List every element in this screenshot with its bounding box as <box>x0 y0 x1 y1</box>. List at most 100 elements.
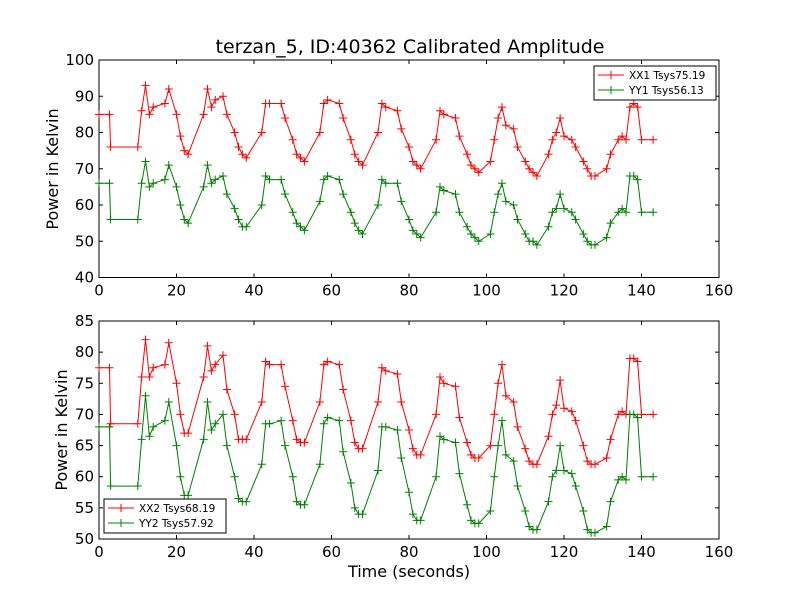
data-point-yy1 <box>521 230 530 238</box>
data-point-yy2 <box>416 516 425 525</box>
data-point-yy1 <box>486 230 495 238</box>
data-point-yy2 <box>649 472 658 481</box>
data-point-yy2 <box>498 416 506 425</box>
data-point-xx1 <box>339 114 348 122</box>
data-point-yy1 <box>350 219 359 228</box>
data-point-yy2 <box>606 497 615 506</box>
data-point-yy2 <box>323 413 332 422</box>
data-point-xx2 <box>474 454 483 463</box>
data-point-yy2 <box>571 482 580 491</box>
data-point-yy1 <box>412 230 421 238</box>
x-tick-label: 100 <box>472 282 501 300</box>
data-point-yy2 <box>602 522 611 531</box>
data-point-yy2 <box>509 457 518 466</box>
data-point-yy2 <box>105 422 114 431</box>
data-point-xx2 <box>160 360 169 369</box>
data-point-yy1 <box>149 179 158 188</box>
y-tick-label: 80 <box>75 124 94 142</box>
data-point-xx2 <box>548 410 557 419</box>
data-point-xx2 <box>374 397 382 406</box>
data-point-xx2 <box>463 438 472 447</box>
data-point-xx2 <box>591 460 599 469</box>
y-axis-label-bottom: Power in Kelvin <box>52 369 71 490</box>
data-point-yy1 <box>509 201 518 209</box>
data-point-yy2 <box>137 435 146 444</box>
x-tick-label: 40 <box>244 282 263 300</box>
axes-top: 0 20 40 60 80 100 120 140 160 40 50 60 70 80 90 100 Pow… <box>43 51 733 300</box>
data-point-xx2 <box>257 397 266 406</box>
data-point-xx2 <box>105 363 114 372</box>
data-point-xx1 <box>106 143 115 151</box>
data-point-xx2 <box>509 397 518 406</box>
data-point-xx2 <box>381 366 390 375</box>
data-point-xx2 <box>288 416 297 425</box>
data-point-yy2 <box>141 391 150 400</box>
data-point-xx1 <box>203 85 212 93</box>
data-point-xx1 <box>602 164 611 173</box>
data-point-xx2 <box>405 426 413 434</box>
data-point-xx2 <box>335 360 344 369</box>
data-point-yy2 <box>455 469 464 478</box>
x-tick-label: 120 <box>550 543 579 561</box>
data-point-xx2 <box>211 360 220 369</box>
data-point-xx2 <box>544 432 553 441</box>
data-point-xx1 <box>560 132 568 141</box>
y-tick-label: 100 <box>65 51 94 69</box>
data-point-xx1 <box>606 150 615 159</box>
data-point-xx1 <box>164 85 173 93</box>
data-point-yy1 <box>319 175 328 184</box>
data-point-yy2 <box>397 454 406 463</box>
data-point-yy1 <box>292 219 301 228</box>
data-point-yy2 <box>335 416 344 425</box>
data-point-yy1 <box>622 208 630 217</box>
data-point-xx2 <box>265 360 274 369</box>
data-point-xx1 <box>408 157 417 166</box>
data-point-yy2 <box>637 472 646 481</box>
data-point-yy2 <box>513 482 522 491</box>
data-point-xx1 <box>292 150 301 159</box>
data-point-xx1 <box>207 103 216 112</box>
data-point-xx1 <box>145 110 154 119</box>
x-tick-label: 60 <box>322 543 341 561</box>
data-point-yy1 <box>579 230 588 238</box>
series-line-yy2 <box>99 395 654 534</box>
data-point-yy2 <box>591 528 599 537</box>
data-point-yy2 <box>393 426 402 434</box>
data-point-xx2 <box>145 373 154 382</box>
data-point-xx2 <box>281 382 289 391</box>
data-point-xx2 <box>436 373 444 382</box>
data-point-xx2 <box>242 435 251 444</box>
data-point-xx2 <box>203 341 212 350</box>
data-point-xx2 <box>339 385 348 394</box>
data-point-yy2 <box>172 441 181 450</box>
data-point-xx1 <box>416 164 425 173</box>
data-point-xx1 <box>377 99 386 108</box>
data-point-xx1 <box>257 128 266 137</box>
data-point-xx1 <box>486 157 495 166</box>
data-point-yy2 <box>160 416 169 425</box>
data-point-yy2 <box>350 503 359 512</box>
data-point-xx1 <box>490 135 499 144</box>
data-point-yy2 <box>149 422 158 431</box>
data-point-xx1 <box>470 164 479 173</box>
data-point-yy1 <box>556 190 565 199</box>
legend-label: XX1 Tsys75.19 <box>629 70 705 82</box>
axes-bottom: 0 20 40 60 80 100 120 140 160 50 55 60 65 70 75 80 85 Po… <box>52 312 733 581</box>
data-point-xx1 <box>234 143 243 151</box>
data-point-xx1 <box>180 146 189 155</box>
data-point-xx2 <box>141 335 150 344</box>
data-point-xx1 <box>544 150 553 159</box>
data-point-xx1 <box>567 135 576 144</box>
data-point-yy1 <box>281 190 289 199</box>
data-point-xx2 <box>439 379 448 388</box>
data-point-yy1 <box>455 208 464 217</box>
data-point-yy1 <box>211 175 220 184</box>
data-point-yy1 <box>474 237 483 246</box>
data-point-xx2 <box>649 410 658 419</box>
data-point-yy2 <box>277 416 286 425</box>
x-tick-label: 140 <box>627 543 656 561</box>
data-point-xx2 <box>222 385 231 394</box>
data-point-xx2 <box>323 357 332 366</box>
data-point-yy1 <box>649 208 658 217</box>
data-point-xx1 <box>230 128 239 137</box>
